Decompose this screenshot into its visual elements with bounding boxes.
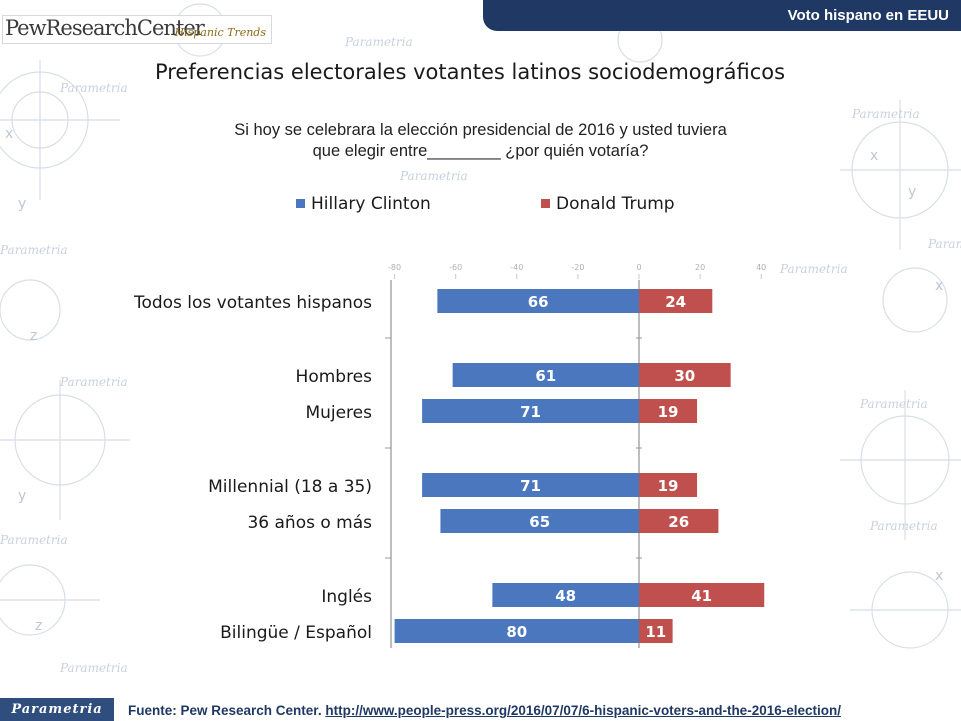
data-label-trump-36-anos-o-mas: 26 bbox=[668, 513, 689, 531]
chart-title: Preferencias electorales votantes latino… bbox=[154, 60, 786, 84]
legend-item-trump: Donald Trump bbox=[541, 194, 675, 214]
data-label-clinton-ingles: 48 bbox=[555, 587, 576, 605]
data-label-clinton-todos-los-votantes-hispanos: 66 bbox=[528, 293, 549, 311]
data-label-trump-hombres: 30 bbox=[674, 367, 695, 385]
category-label-todos-los-votantes-hispanos: Todos los votantes hispanos bbox=[133, 293, 372, 313]
data-label-trump-todos-los-votantes-hispanos: 24 bbox=[665, 293, 686, 311]
category-label-ingles: Inglés bbox=[321, 587, 372, 607]
data-label-clinton-millennial-18-a-35: 71 bbox=[520, 477, 541, 495]
source-note: Fuente: Pew Research Center. http://www.… bbox=[128, 703, 841, 718]
subtitle-line-1: Si hoy se celebrara la elección presiden… bbox=[234, 121, 727, 139]
legend-swatch-clinton bbox=[296, 199, 305, 208]
category-label-bilingue-espanol: Bilingüe / Español bbox=[220, 623, 372, 643]
bar-clinton-ingles bbox=[492, 583, 639, 607]
data-label-trump-ingles: 41 bbox=[691, 587, 712, 605]
bar-clinton-mujeres bbox=[422, 399, 639, 423]
logo-main-text: PewResearchCenter bbox=[5, 16, 205, 40]
axis-tick-label: -80 bbox=[388, 263, 401, 272]
legend-swatch-trump bbox=[541, 199, 550, 208]
data-label-trump-millennial-18-a-35: 19 bbox=[658, 477, 679, 495]
bar-clinton-hombres bbox=[452, 363, 639, 387]
axis-tick-label: -60 bbox=[449, 263, 462, 272]
data-label-clinton-hombres: 61 bbox=[535, 367, 556, 385]
data-label-trump-bilingue-espanol: 11 bbox=[645, 623, 666, 641]
svg-text:x: x bbox=[5, 126, 13, 142]
bar-trump-todos-los-votantes-hispanos bbox=[639, 289, 713, 313]
svg-text:z: z bbox=[35, 618, 42, 634]
bar-trump-mujeres bbox=[639, 399, 698, 423]
bar-trump-36-anos-o-mas bbox=[639, 509, 719, 533]
svg-text:Parametria: Parametria bbox=[59, 661, 128, 675]
parametria-logo: Parametria bbox=[0, 698, 114, 721]
legend-item-clinton: Hillary Clinton bbox=[296, 194, 431, 214]
svg-text:Parametria: Parametria bbox=[779, 262, 848, 276]
svg-text:Parametria: Parametria bbox=[344, 35, 413, 49]
source-link[interactable]: http://www.people-press.org/2016/07/07/6… bbox=[325, 703, 841, 718]
svg-text:x: x bbox=[870, 148, 878, 164]
data-label-clinton-mujeres: 71 bbox=[520, 403, 541, 421]
svg-text:Parametria: Parametria bbox=[0, 243, 68, 257]
axis-tick-label: -20 bbox=[571, 263, 584, 272]
data-label-trump-mujeres: 19 bbox=[658, 403, 679, 421]
svg-text:y: y bbox=[18, 196, 26, 212]
bar-clinton-36-anos-o-mas bbox=[440, 509, 639, 533]
bar-trump-millennial-18-a-35 bbox=[639, 473, 698, 497]
svg-text:Parametria: Parametria bbox=[927, 237, 961, 251]
data-label-clinton-bilingue-espanol: 80 bbox=[506, 623, 527, 641]
category-label-hombres: Hombres bbox=[296, 367, 373, 387]
category-label-millennial-18-a-35: Millennial (18 a 35) bbox=[208, 477, 372, 497]
svg-text:y: y bbox=[18, 488, 26, 504]
data-label-clinton-36-anos-o-mas: 65 bbox=[529, 513, 550, 531]
bar-clinton-todos-los-votantes-hispanos bbox=[437, 289, 639, 313]
svg-text:Parametria: Parametria bbox=[59, 375, 128, 389]
footer-bar bbox=[0, 698, 961, 721]
svg-text:z: z bbox=[30, 328, 37, 344]
legend-label-trump: Donald Trump bbox=[556, 194, 675, 214]
subtitle-line-2: que elegir entre________ ¿por quién vota… bbox=[312, 142, 649, 160]
svg-text:Parametria: Parametria bbox=[869, 519, 938, 533]
svg-text:Parametria: Parametria bbox=[399, 169, 468, 183]
category-label-mujeres: Mujeres bbox=[305, 403, 372, 423]
section-label: Voto hispano en EEUU bbox=[787, 7, 949, 24]
category-label-36-anos-o-mas: 36 años o más bbox=[247, 513, 372, 533]
logo-sub-text: Hispanic Trends bbox=[174, 26, 267, 39]
bar-trump-hombres bbox=[639, 363, 731, 387]
bar-trump-ingles bbox=[639, 583, 765, 607]
axis-tick-label: 40 bbox=[756, 263, 766, 272]
chart-subtitle: Si hoy se celebrara la elección presiden… bbox=[0, 120, 961, 162]
svg-text:Parametria: Parametria bbox=[0, 533, 68, 547]
svg-text:x: x bbox=[935, 278, 943, 294]
pew-logo: PewResearchCenter Hispanic Trends bbox=[2, 15, 272, 44]
axis-tick-label: -40 bbox=[510, 263, 523, 272]
svg-text:Parametria: Parametria bbox=[59, 81, 128, 95]
svg-text:Parametria: Parametria bbox=[859, 397, 928, 411]
header-bar: Voto hispano en EEUU bbox=[483, 0, 961, 31]
svg-text:Parametria: Parametria bbox=[851, 107, 920, 121]
svg-text:y: y bbox=[908, 184, 916, 200]
bar-clinton-bilingue-espanol bbox=[394, 619, 639, 643]
bar-clinton-millennial-18-a-35 bbox=[422, 473, 639, 497]
axis-tick-label: 20 bbox=[695, 263, 705, 272]
svg-text:x: x bbox=[935, 568, 943, 584]
legend-label-clinton: Hillary Clinton bbox=[311, 194, 431, 214]
bar-trump-bilingue-espanol bbox=[639, 619, 673, 643]
axis-tick-label: 0 bbox=[636, 263, 641, 272]
source-label: Fuente: Pew Research Center. bbox=[128, 703, 322, 718]
